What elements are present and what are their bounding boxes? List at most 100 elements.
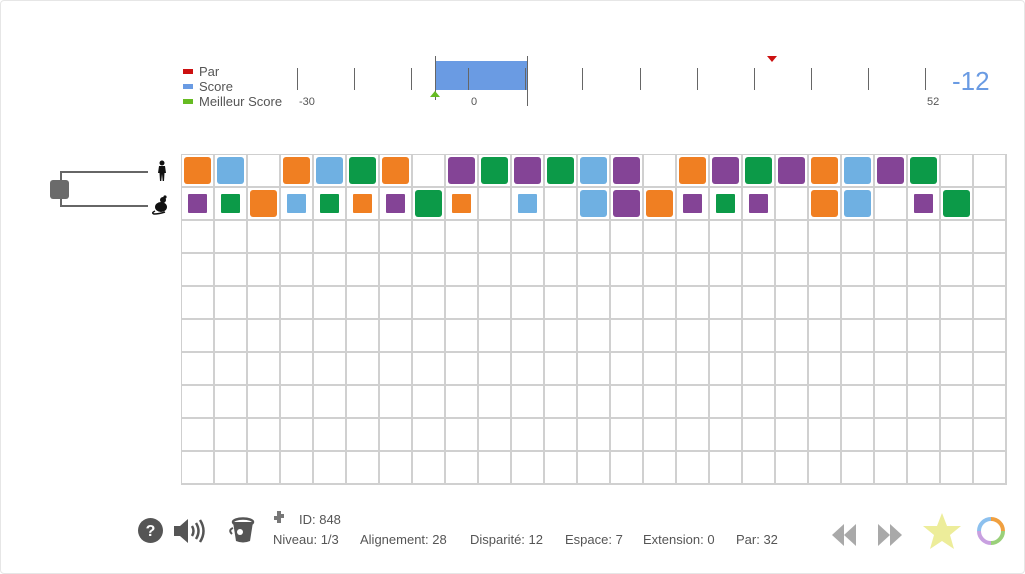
grid-cell[interactable]: [182, 188, 215, 221]
grid-cell[interactable]: [677, 155, 710, 188]
grid-cell[interactable]: [281, 419, 314, 452]
grid-cell[interactable]: [974, 221, 1007, 254]
grid-cell[interactable]: [248, 320, 281, 353]
grid-cell[interactable]: [512, 188, 545, 221]
grid-cell[interactable]: [314, 287, 347, 320]
grid-cell[interactable]: [248, 287, 281, 320]
grid-cell[interactable]: [710, 155, 743, 188]
grid-cell[interactable]: [182, 155, 215, 188]
grid-cell[interactable]: [842, 254, 875, 287]
grid-cell[interactable]: [842, 155, 875, 188]
sequence-block[interactable]: [320, 194, 339, 213]
grid-cell[interactable]: [479, 221, 512, 254]
grid-cell[interactable]: [347, 419, 380, 452]
sequence-block[interactable]: [910, 157, 937, 184]
grid-cell[interactable]: [182, 320, 215, 353]
grid-cell[interactable]: [545, 386, 578, 419]
grid-cell[interactable]: [644, 254, 677, 287]
grid-cell[interactable]: [215, 155, 248, 188]
bucket-icon[interactable]: [228, 516, 256, 549]
grid-cell[interactable]: [413, 353, 446, 386]
grid-cell[interactable]: [677, 287, 710, 320]
grid-cell[interactable]: [710, 452, 743, 485]
grid-cell[interactable]: [281, 254, 314, 287]
grid-cell[interactable]: [710, 386, 743, 419]
grid-cell[interactable]: [908, 353, 941, 386]
sequence-block[interactable]: [250, 190, 277, 217]
grid-cell[interactable]: [677, 452, 710, 485]
grid-cell[interactable]: [578, 254, 611, 287]
grid-cell[interactable]: [908, 155, 941, 188]
sequence-block[interactable]: [914, 194, 933, 213]
grid-cell[interactable]: [908, 386, 941, 419]
question-circle-icon[interactable]: ?: [137, 517, 164, 549]
grid-cell[interactable]: [743, 254, 776, 287]
grid-cell[interactable]: [875, 353, 908, 386]
sequence-block[interactable]: [221, 194, 240, 213]
grid-cell[interactable]: [941, 452, 974, 485]
grid-cell[interactable]: [578, 452, 611, 485]
grid-cell[interactable]: [314, 254, 347, 287]
grid-cell[interactable]: [479, 188, 512, 221]
grid-cell[interactable]: [941, 155, 974, 188]
grid-cell[interactable]: [611, 320, 644, 353]
grid-cell[interactable]: [512, 419, 545, 452]
grid-cell[interactable]: [842, 221, 875, 254]
grid-cell[interactable]: [776, 221, 809, 254]
grid-cell[interactable]: [875, 188, 908, 221]
sequence-block[interactable]: [844, 190, 871, 217]
star-icon[interactable]: [922, 512, 962, 555]
sequence-block[interactable]: [481, 157, 508, 184]
grid-cell[interactable]: [182, 419, 215, 452]
grid-cell[interactable]: [677, 320, 710, 353]
grid-cell[interactable]: [578, 287, 611, 320]
grid-cell[interactable]: [941, 287, 974, 320]
grid-cell[interactable]: [974, 386, 1007, 419]
sequence-block[interactable]: [452, 194, 471, 213]
grid-cell[interactable]: [413, 155, 446, 188]
reset-circle-icon[interactable]: [977, 517, 1005, 550]
grid-cell[interactable]: [347, 188, 380, 221]
grid-cell[interactable]: [380, 386, 413, 419]
grid-cell[interactable]: [512, 452, 545, 485]
grid-cell[interactable]: [545, 221, 578, 254]
grid-cell[interactable]: [743, 419, 776, 452]
grid-cell[interactable]: [875, 419, 908, 452]
grid-cell[interactable]: [908, 287, 941, 320]
grid-cell[interactable]: [578, 221, 611, 254]
grid-cell[interactable]: [941, 254, 974, 287]
grid-cell[interactable]: [314, 419, 347, 452]
grid-cell[interactable]: [446, 452, 479, 485]
grid-cell[interactable]: [743, 155, 776, 188]
sequence-block[interactable]: [745, 157, 772, 184]
grid-cell[interactable]: [809, 386, 842, 419]
grid-cell[interactable]: [380, 188, 413, 221]
grid-cell[interactable]: [578, 320, 611, 353]
grid-cell[interactable]: [215, 221, 248, 254]
grid-cell[interactable]: [611, 386, 644, 419]
grid-cell[interactable]: [743, 452, 776, 485]
grid-cell[interactable]: [446, 320, 479, 353]
grid-cell[interactable]: [446, 287, 479, 320]
grid-cell[interactable]: [446, 419, 479, 452]
grid-cell[interactable]: [413, 419, 446, 452]
grid-cell[interactable]: [875, 221, 908, 254]
sequence-block[interactable]: [217, 157, 244, 184]
grid-cell[interactable]: [347, 221, 380, 254]
grid-cell[interactable]: [512, 221, 545, 254]
grid-cell[interactable]: [545, 419, 578, 452]
grid-cell[interactable]: [545, 320, 578, 353]
grid-cell[interactable]: [908, 188, 941, 221]
sequence-block[interactable]: [382, 157, 409, 184]
grid-cell[interactable]: [446, 254, 479, 287]
grid-cell[interactable]: [842, 452, 875, 485]
grid-cell[interactable]: [611, 353, 644, 386]
grid-cell[interactable]: [446, 155, 479, 188]
grid-cell[interactable]: [281, 221, 314, 254]
grid-cell[interactable]: [974, 320, 1007, 353]
sequence-block[interactable]: [683, 194, 702, 213]
grid-cell[interactable]: [908, 419, 941, 452]
grid-cell[interactable]: [809, 320, 842, 353]
grid-cell[interactable]: [809, 287, 842, 320]
grid-cell[interactable]: [446, 386, 479, 419]
